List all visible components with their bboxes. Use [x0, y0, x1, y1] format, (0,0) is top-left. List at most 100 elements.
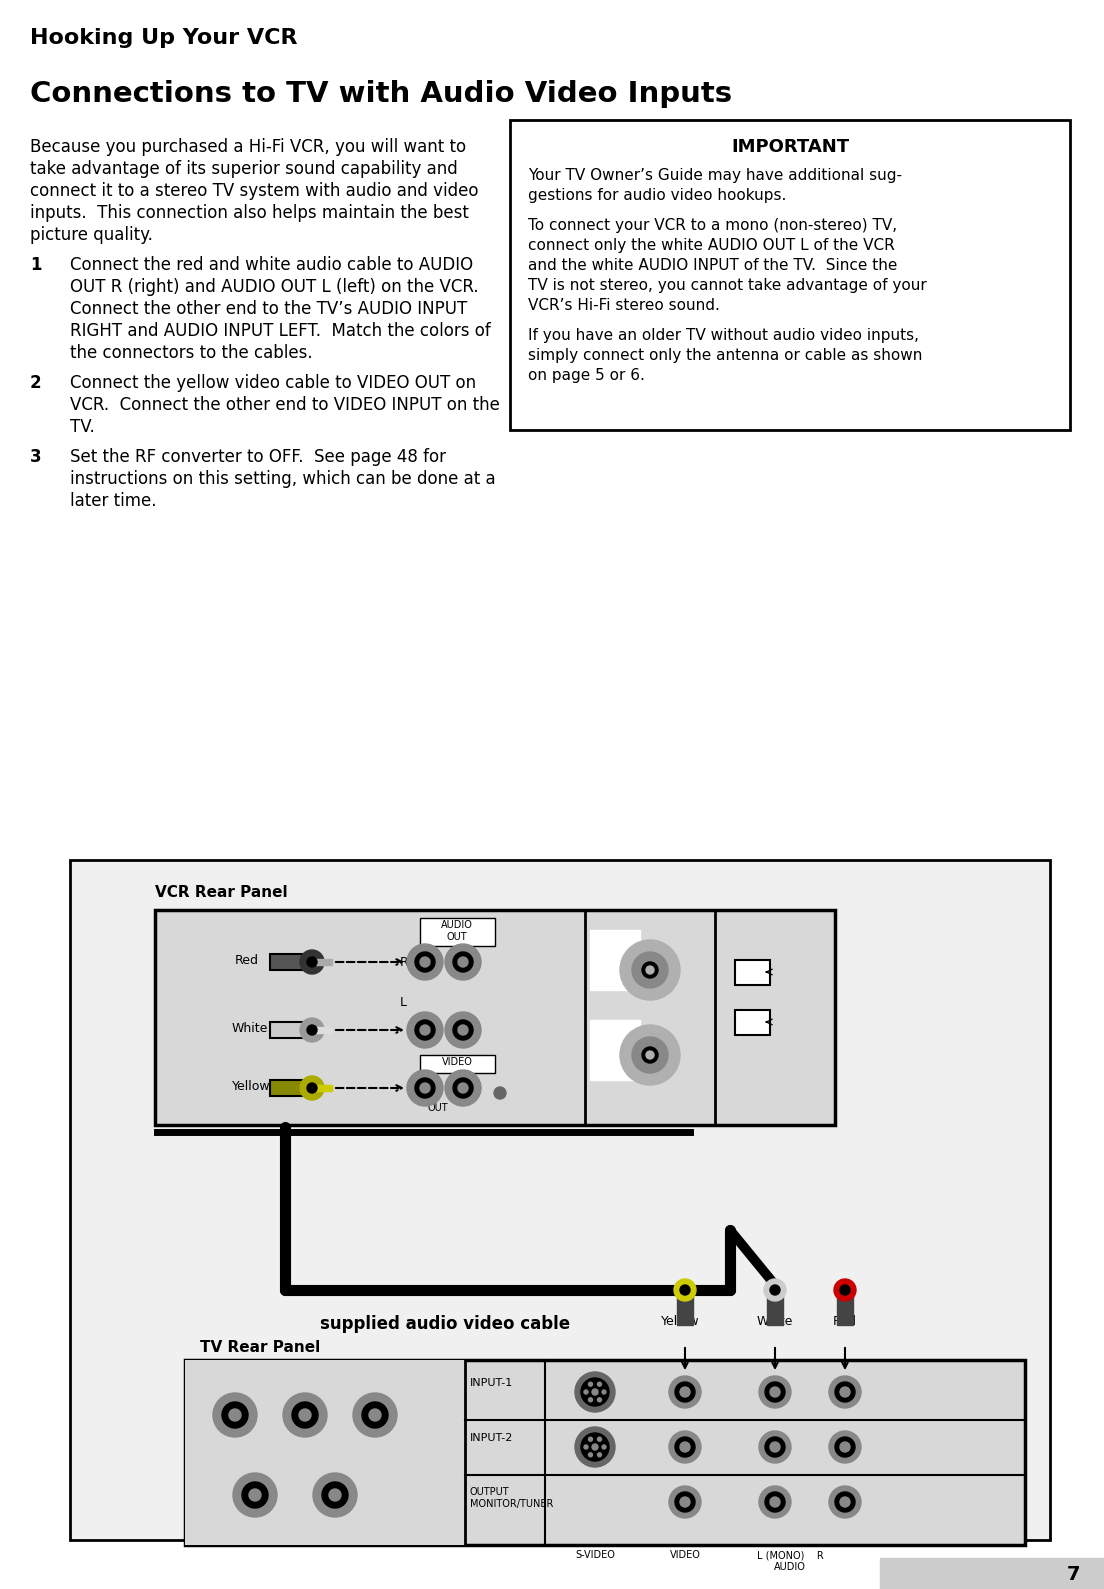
- Text: INPUT-1: INPUT-1: [470, 1378, 513, 1389]
- Bar: [735, 960, 769, 985]
- Circle shape: [764, 1279, 786, 1301]
- Bar: [270, 1081, 315, 1096]
- Text: and the white AUDIO INPUT of the TV.  Since the: and the white AUDIO INPUT of the TV. Sin…: [528, 257, 898, 273]
- Circle shape: [769, 1387, 781, 1397]
- Text: OUT: OUT: [427, 1103, 448, 1112]
- Text: gestions for audio video hookups.: gestions for audio video hookups.: [528, 188, 786, 203]
- Circle shape: [769, 1286, 781, 1295]
- Circle shape: [760, 1432, 790, 1463]
- Text: White: White: [232, 1022, 268, 1034]
- Text: supplied audio video cable: supplied audio video cable: [320, 1316, 570, 1333]
- Circle shape: [222, 1401, 248, 1429]
- Circle shape: [588, 1398, 593, 1401]
- Circle shape: [588, 1382, 593, 1386]
- Circle shape: [588, 1436, 593, 1441]
- Text: VCR’s Hi-Fi stereo sound.: VCR’s Hi-Fi stereo sound.: [528, 299, 720, 313]
- Circle shape: [233, 1473, 277, 1517]
- Circle shape: [229, 1409, 241, 1421]
- Circle shape: [769, 1497, 781, 1506]
- Circle shape: [680, 1387, 690, 1397]
- Text: picture quality.: picture quality.: [30, 226, 152, 245]
- Circle shape: [597, 1382, 602, 1386]
- Circle shape: [669, 1486, 701, 1517]
- Text: the connectors to the cables.: the connectors to the cables.: [70, 343, 312, 362]
- Circle shape: [840, 1286, 850, 1295]
- Bar: [735, 1011, 769, 1034]
- Text: take advantage of its superior sound capability and: take advantage of its superior sound cap…: [30, 160, 458, 178]
- Text: Your TV Owner’s Guide may have additional sug-: Your TV Owner’s Guide may have additiona…: [528, 168, 902, 183]
- Circle shape: [299, 1409, 311, 1421]
- Text: R: R: [400, 957, 408, 969]
- Circle shape: [834, 1279, 856, 1301]
- Circle shape: [680, 1441, 690, 1452]
- Text: L (MONO)    R
AUDIO: L (MONO) R AUDIO: [756, 1549, 824, 1572]
- Circle shape: [588, 1452, 593, 1457]
- Circle shape: [769, 1441, 781, 1452]
- Text: Connect the other end to the TV’s AUDIO INPUT: Connect the other end to the TV’s AUDIO …: [70, 300, 467, 318]
- Circle shape: [592, 1444, 598, 1451]
- Circle shape: [453, 952, 473, 972]
- Bar: [767, 1290, 783, 1325]
- Circle shape: [592, 1389, 598, 1395]
- Text: VIDEO: VIDEO: [669, 1549, 700, 1560]
- Circle shape: [620, 1025, 680, 1085]
- Circle shape: [420, 1084, 429, 1093]
- Text: S-VIDEO: S-VIDEO: [575, 1549, 615, 1560]
- Text: RIGHT and AUDIO INPUT LEFT.  Match the colors of: RIGHT and AUDIO INPUT LEFT. Match the co…: [70, 323, 491, 340]
- Circle shape: [415, 1077, 435, 1098]
- Text: OUT R (right) and AUDIO OUT L (left) on the VCR.: OUT R (right) and AUDIO OUT L (left) on …: [70, 278, 479, 296]
- Circle shape: [307, 957, 317, 968]
- Text: L: L: [400, 996, 407, 1009]
- Text: Red: Red: [834, 1316, 857, 1328]
- Text: simply connect only the antenna or cable as shown: simply connect only the antenna or cable…: [528, 348, 922, 362]
- Text: Red: Red: [235, 953, 259, 966]
- Text: instructions on this setting, which can be done at a: instructions on this setting, which can …: [70, 470, 496, 488]
- Circle shape: [840, 1441, 850, 1452]
- Text: AUDIO
OUT: AUDIO OUT: [442, 920, 473, 942]
- Circle shape: [300, 1076, 323, 1100]
- Circle shape: [675, 1492, 696, 1513]
- Text: connect it to a stereo TV system with audio and video: connect it to a stereo TV system with au…: [30, 183, 478, 200]
- Circle shape: [322, 1483, 348, 1508]
- Circle shape: [760, 1486, 790, 1517]
- Text: VCR Rear Panel: VCR Rear Panel: [155, 885, 288, 899]
- Text: 2: 2: [30, 373, 42, 392]
- Bar: [837, 1290, 853, 1325]
- Text: 1: 1: [30, 256, 42, 273]
- Circle shape: [445, 944, 481, 980]
- Circle shape: [453, 1020, 473, 1039]
- Text: Because you purchased a Hi-Fi VCR, you will want to: Because you purchased a Hi-Fi VCR, you w…: [30, 138, 466, 156]
- Circle shape: [675, 1279, 696, 1301]
- Circle shape: [300, 950, 323, 974]
- Bar: [70, 860, 1050, 1540]
- Circle shape: [669, 1376, 701, 1408]
- Circle shape: [407, 1069, 443, 1106]
- Text: TV.: TV.: [70, 418, 95, 435]
- Bar: [510, 121, 1070, 431]
- Circle shape: [602, 1390, 606, 1394]
- Circle shape: [575, 1371, 615, 1413]
- Bar: [270, 1022, 315, 1038]
- Text: 3: 3: [30, 448, 42, 466]
- Circle shape: [581, 1433, 609, 1460]
- Circle shape: [646, 966, 654, 974]
- Circle shape: [242, 1483, 268, 1508]
- Circle shape: [680, 1497, 690, 1506]
- Circle shape: [300, 1019, 323, 1042]
- Circle shape: [840, 1497, 850, 1506]
- Bar: [185, 1360, 465, 1545]
- Circle shape: [829, 1432, 861, 1463]
- Circle shape: [631, 952, 668, 988]
- Bar: [677, 1290, 693, 1325]
- Circle shape: [675, 1436, 696, 1457]
- Circle shape: [581, 1378, 609, 1406]
- Circle shape: [420, 1025, 429, 1034]
- Circle shape: [760, 1376, 790, 1408]
- Bar: [270, 953, 315, 969]
- Circle shape: [829, 1376, 861, 1408]
- Circle shape: [307, 1084, 317, 1093]
- Circle shape: [597, 1452, 602, 1457]
- Circle shape: [840, 1387, 850, 1397]
- Circle shape: [643, 961, 658, 977]
- Text: Set the RF converter to OFF.  See page 48 for: Set the RF converter to OFF. See page 48…: [70, 448, 446, 466]
